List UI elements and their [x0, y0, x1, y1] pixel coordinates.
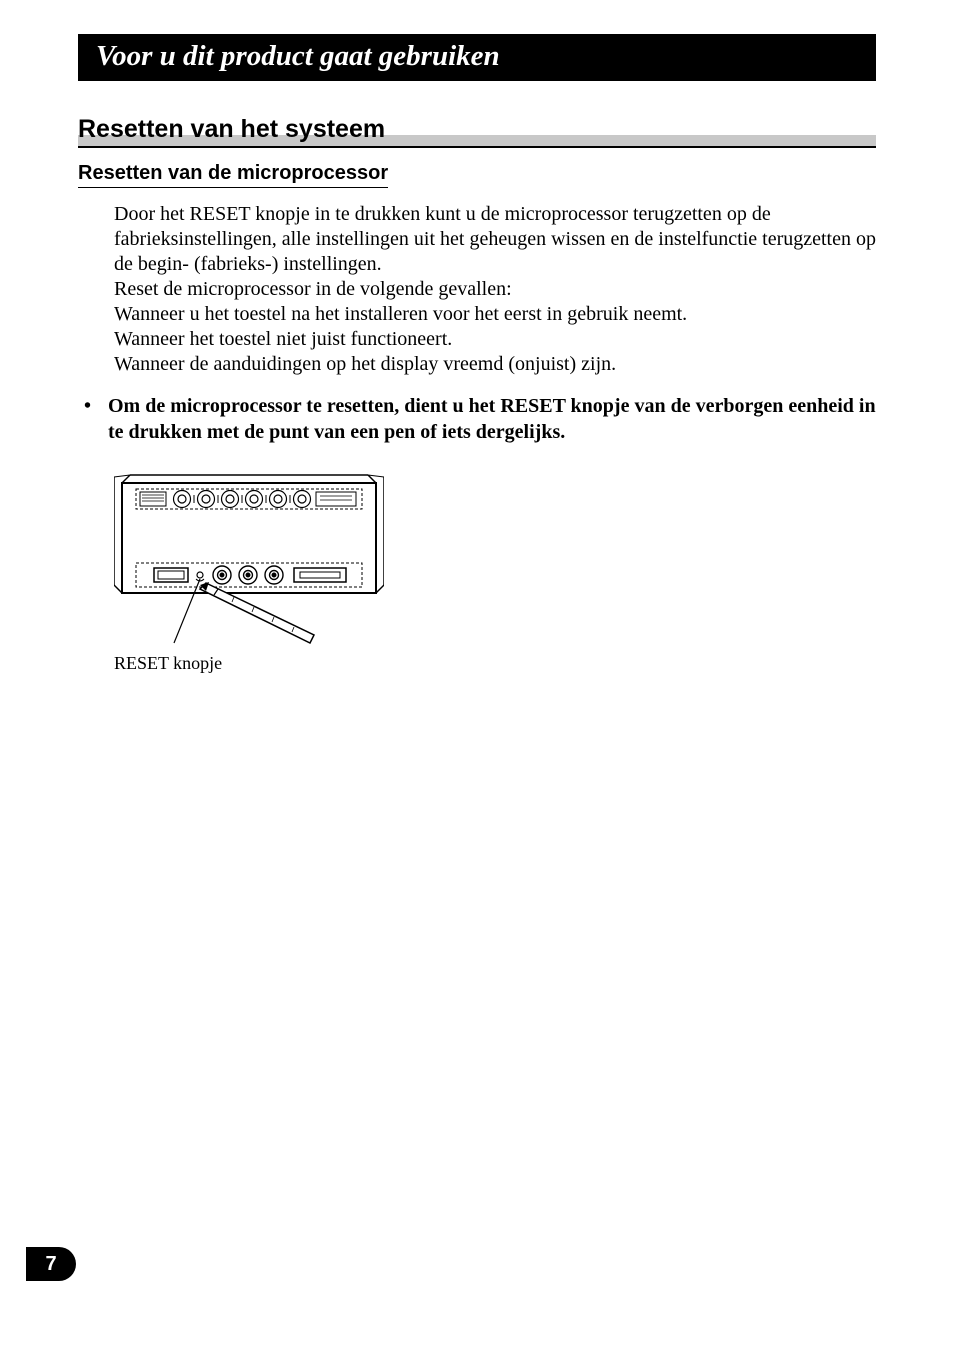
body-text: Door het RESET knopje in te drukken kunt…	[114, 202, 876, 377]
body-p1: Door het RESET knopje in te drukken kunt…	[114, 202, 876, 277]
reset-figure: RESET knopje	[114, 467, 876, 674]
body-p4: Wanneer het toestel niet juist functione…	[114, 327, 876, 352]
body-p3: Wanneer u het toestel na het installeren…	[114, 302, 876, 327]
device-illustration	[114, 467, 384, 647]
body-p2: Reset de microprocessor in de volgende g…	[114, 277, 876, 302]
body-p5: Wanneer de aanduidingen op het display v…	[114, 352, 876, 377]
figure-caption: RESET knopje	[114, 653, 876, 674]
bullet-text: Om de microprocessor te resetten, dient …	[108, 393, 876, 445]
chapter-title: Voor u dit product gaat gebruiken	[96, 40, 500, 72]
page-number: 7	[45, 1253, 56, 1276]
subheading: Resetten van de microprocessor	[78, 162, 388, 188]
chapter-title-bar: Voor u dit product gaat gebruiken	[78, 34, 876, 81]
section-heading-text: Resetten van het systeem	[78, 115, 876, 148]
bullet-marker: •	[84, 393, 108, 445]
subheading-wrap: Resetten van de microprocessor	[78, 162, 876, 202]
page-number-tab: 7	[26, 1247, 76, 1281]
section-heading: Resetten van het systeem	[78, 115, 876, 148]
instruction-bullet: • Om de microprocessor te resetten, dien…	[84, 393, 876, 445]
